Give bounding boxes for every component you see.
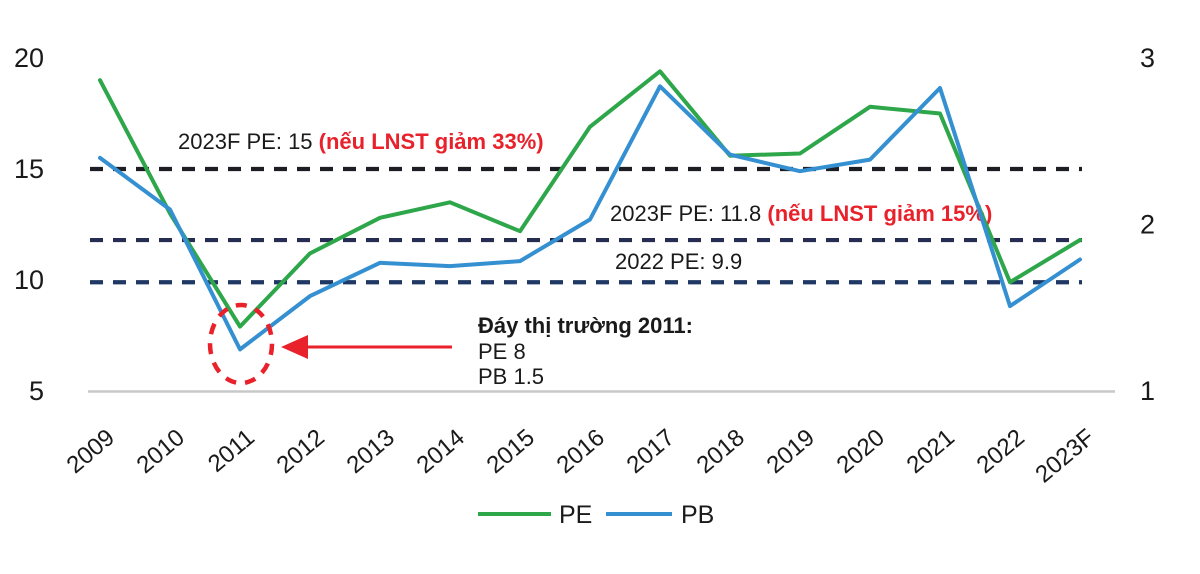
y-axis-right-tick-label: 2 (1140, 210, 1155, 240)
x-axis-label-2016: 2016 (552, 424, 610, 479)
x-axis-label-2018: 2018 (692, 424, 750, 479)
y-axis-left-tick-label: 15 (14, 154, 44, 184)
callout-title: Đáy thị trường 2011: (478, 313, 693, 338)
x-axis-label-2022: 2022 (972, 424, 1030, 479)
reference-line-label-red: (nếu LNST giảm 33%) (319, 129, 544, 154)
x-axis-label-2010: 2010 (132, 424, 190, 479)
market-bottom-arrow-icon (281, 335, 308, 359)
legend-pb-label: PB (681, 501, 714, 529)
x-axis-label-2015: 2015 (482, 424, 540, 479)
reference-line-label: 2023F PE: 11.8 (nếu LNST giảm 15%) (610, 201, 992, 226)
x-axis-label-2021: 2021 (902, 424, 960, 479)
x-axis-label-2011: 2011 (203, 424, 260, 478)
legend-pe-label: PE (559, 501, 592, 529)
x-axis-label-2023f: 2023F (1030, 424, 1099, 488)
x-axis-label-2013: 2013 (342, 424, 400, 479)
reference-line-label: 2023F PE: 15 (nếu LNST giảm 33%) (178, 129, 544, 154)
x-axis-label-2017: 2017 (622, 424, 680, 479)
pe-line (98, 69, 1082, 329)
y-axis-left-tick-label: 5 (29, 376, 44, 406)
x-axis-label-2019: 2019 (762, 424, 820, 479)
callout-line: PB 1.5 (478, 364, 544, 389)
x-axis-label-2014: 2014 (412, 424, 470, 479)
market-bottom-circle-icon (207, 302, 275, 386)
y-axis-left-tick-label: 20 (14, 43, 44, 73)
y-axis-right-tick-label: 3 (1140, 43, 1155, 73)
pb-line (98, 84, 1082, 352)
x-axis-label-2012: 2012 (272, 424, 330, 479)
reference-line-label: 2022 PE: 9.9 (615, 249, 742, 274)
y-axis-left-tick-label: 10 (14, 265, 44, 295)
reference-line-label-red: (nếu LNST giảm 15%) (767, 201, 992, 226)
x-axis-label-2009: 2009 (62, 424, 120, 479)
y-axis-right-tick-label: 1 (1140, 376, 1155, 406)
callout-line: PE 8 (478, 339, 526, 364)
x-axis-label-2020: 2020 (832, 424, 890, 479)
